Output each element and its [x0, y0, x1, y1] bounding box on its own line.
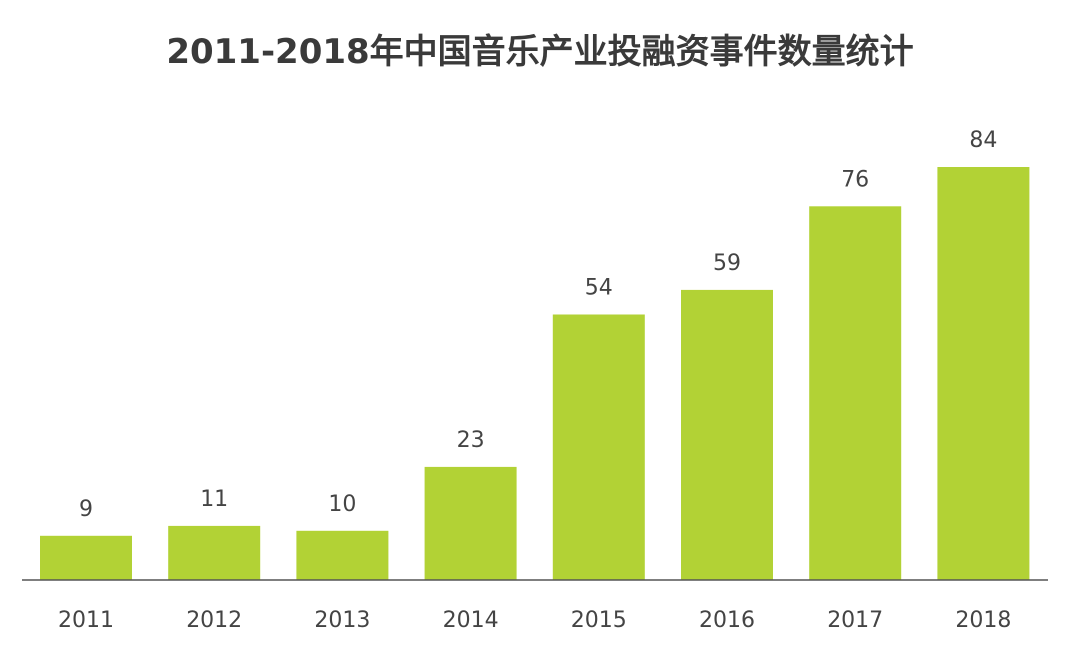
bars-group: [40, 167, 1030, 581]
tick-label-2014: 2014: [443, 608, 499, 633]
tick-label-2011: 2011: [58, 608, 114, 633]
tick-label-2015: 2015: [571, 608, 627, 633]
bar-2014: [424, 466, 517, 580]
tick-labels-group: 2011 2012 2013 2014 2015 2016 2017 2018: [58, 608, 1011, 633]
bar-2012: [168, 525, 261, 580]
bar-2015: [552, 314, 645, 580]
value-label-2011: 9: [79, 497, 93, 522]
value-labels-group: 9 11 10 23 54 59 76 84: [79, 128, 997, 522]
value-label-2018: 84: [969, 128, 997, 153]
value-label-2015: 54: [585, 276, 613, 301]
tick-label-2012: 2012: [186, 608, 242, 633]
tick-label-2016: 2016: [699, 608, 755, 633]
bar-2011: [40, 535, 132, 581]
bar-2013: [296, 530, 389, 580]
value-label-2017: 76: [841, 167, 869, 192]
value-label-2012: 11: [200, 487, 228, 512]
value-label-2016: 59: [713, 251, 741, 276]
chart-title: 2011-2018年中国音乐产业投融资事件数量统计: [166, 32, 914, 72]
bar-2017: [809, 206, 902, 581]
tick-label-2018: 2018: [955, 608, 1011, 633]
tick-label-2017: 2017: [827, 608, 883, 633]
value-label-2013: 10: [328, 492, 356, 517]
bar-2016: [681, 289, 773, 580]
value-label-2014: 23: [457, 428, 485, 453]
bar-2018: [937, 167, 1030, 580]
tick-label-2013: 2013: [314, 608, 370, 633]
